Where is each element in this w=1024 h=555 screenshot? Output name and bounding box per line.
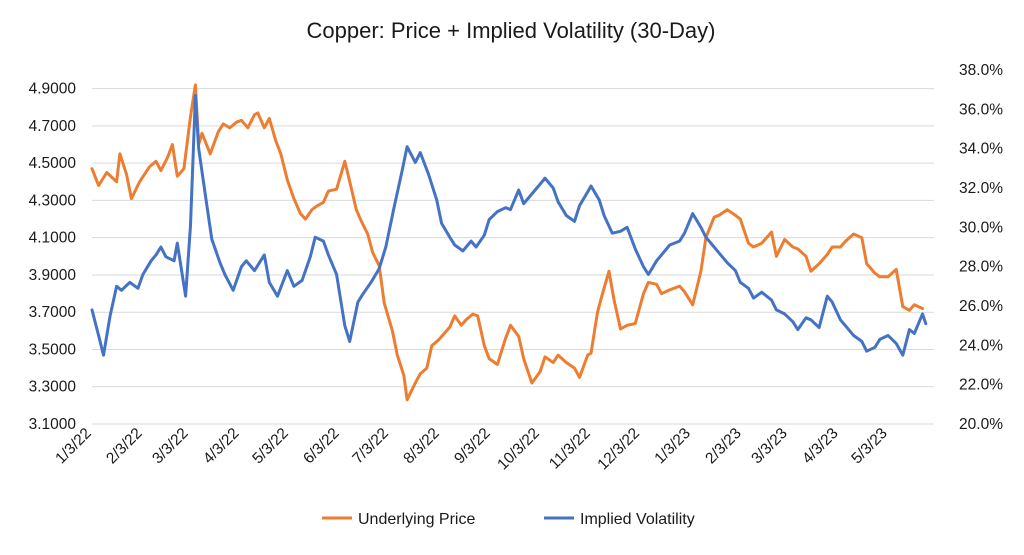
x-tick-label: 3/3/22 [149,425,192,468]
right-tick-label: 30.0% [959,219,1003,236]
left-tick-label: 3.5000 [29,341,77,358]
right-axis-tick-labels: 20.0% 22.0% 24.0% 26.0% 28.0% 30.0% 32.0% 34.0%… [959,62,1003,433]
x-tick-label: 6/3/22 [300,425,343,468]
left-tick-label: 4.1000 [29,230,77,247]
right-tick-label: 38.0% [959,62,1003,79]
left-tick-label: 4.5000 [29,155,77,172]
left-tick-label: 4.7000 [29,118,77,135]
x-tick-label: 3/3/23 [748,425,791,468]
x-axis-tick-labels: 1/3/22 2/3/22 3/3/22 4/3/22 5/3/22 6/3/22 7/3/… [52,425,891,474]
x-tick-label: 4/3/23 [799,425,842,468]
left-tick-label: 4.9000 [29,81,77,98]
right-tick-label: 24.0% [959,337,1003,354]
x-tick-label: 7/3/22 [349,425,392,468]
right-tick-label: 34.0% [959,141,1003,158]
series-layer [90,83,928,402]
right-tick-label: 28.0% [959,259,1003,276]
legend-label-underlying-price: Underlying Price [358,511,475,528]
x-tick-label: 5/3/22 [249,425,292,468]
x-tick-label: 2/3/22 [103,425,146,468]
legend: Underlying Price Implied Volatility [322,511,695,528]
right-tick-label: 22.0% [959,377,1003,394]
right-tick-label: 20.0% [959,416,1003,433]
right-tick-label: 32.0% [959,180,1003,197]
series-line-underlying-price [90,83,924,402]
left-tick-label: 3.1000 [29,416,77,433]
series-line-implied-volatility [90,94,928,357]
left-tick-label: 4.3000 [29,192,77,209]
x-tick-label: 11/3/22 [546,425,594,473]
left-tick-label: 3.3000 [29,379,77,396]
x-tick-label: 1/3/23 [651,425,694,468]
x-tick-label: 4/3/22 [200,425,243,468]
x-tick-label: 2/3/23 [702,425,745,468]
right-tick-label: 26.0% [959,298,1003,315]
x-tick-label: 5/3/23 [848,425,891,468]
chart-title: Copper: Price + Implied Volatility (30-D… [307,18,716,43]
right-tick-label: 36.0% [959,101,1003,118]
x-tick-label: 9/3/22 [451,425,494,468]
x-tick-label: 10/3/22 [494,425,543,474]
left-tick-label: 3.9000 [29,267,77,284]
left-axis-tick-labels: 3.1000 3.3000 3.5000 3.7000 3.9000 4.1000 4.30… [29,81,77,433]
left-tick-label: 3.7000 [29,304,77,321]
x-tick-label: 8/3/22 [400,425,443,468]
gridlines [92,88,934,425]
legend-label-implied-volatility: Implied Volatility [580,511,695,528]
x-tick-label: 12/3/22 [594,425,643,474]
